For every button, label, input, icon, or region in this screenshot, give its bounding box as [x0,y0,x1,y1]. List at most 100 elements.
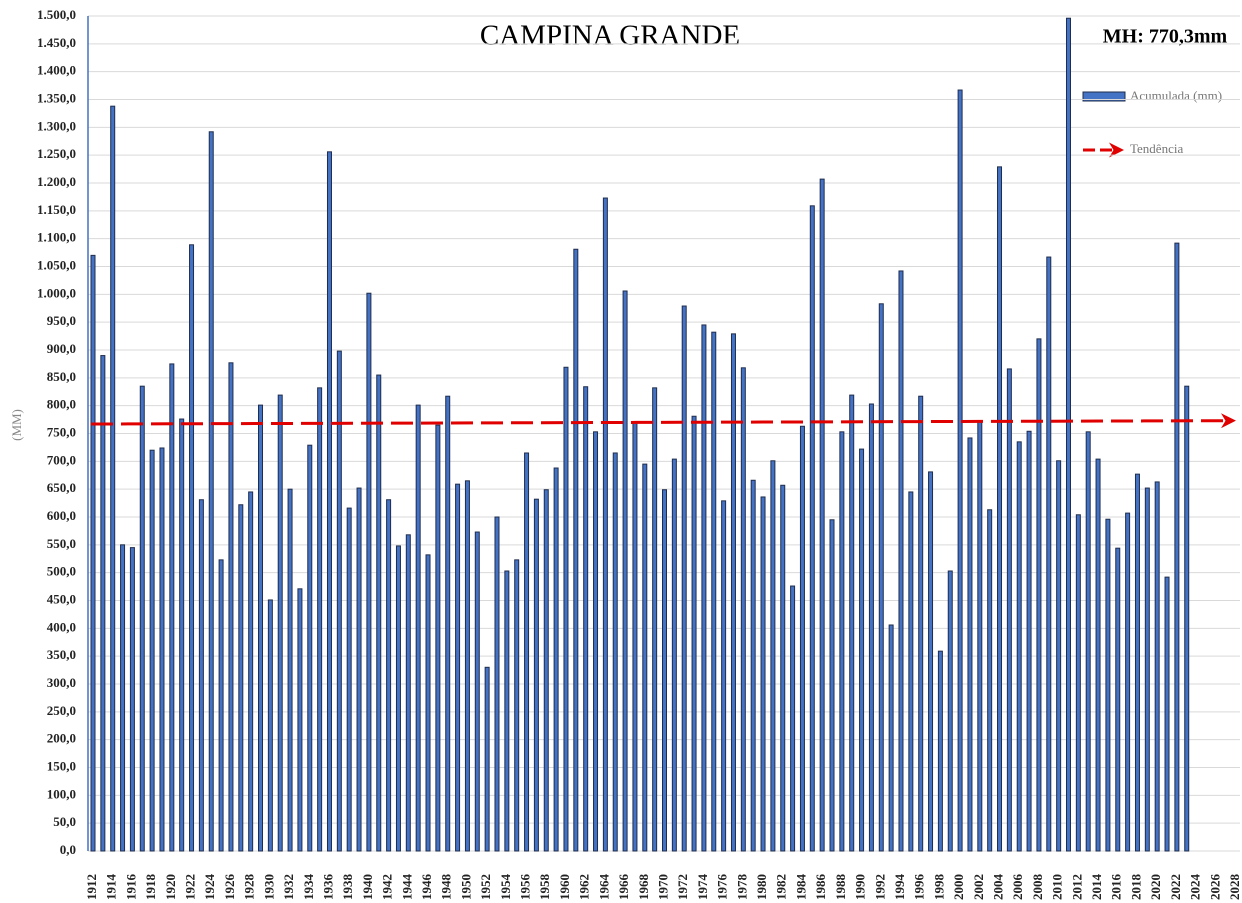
bar [258,404,264,852]
bar [947,570,953,852]
bar [711,331,717,852]
bar [1056,460,1062,852]
bar [553,467,559,852]
y-tick-label: 350,0 [47,647,76,662]
x-tick-label: 1950 [458,874,473,900]
bar [129,547,135,852]
x-tick-label: 2008 [1030,874,1045,901]
bar [730,333,736,852]
y-tick-label: 650,0 [47,480,76,495]
bar [514,559,520,852]
x-tick-label: 1936 [320,874,335,901]
bar [573,248,579,852]
bar [1154,481,1160,852]
x-tick-label: 1914 [104,874,119,901]
x-tick-label: 1960 [557,874,572,900]
bar [671,458,677,852]
chart-title: CAMPINA GRANDE [480,20,740,52]
bar [1046,256,1052,852]
y-tick-label: 700,0 [47,452,76,467]
bar [790,585,796,852]
y-tick-label: 550,0 [47,536,76,551]
x-tick-label: 2028 [1227,874,1242,901]
y-tick-label: 300,0 [47,675,76,690]
bar [1105,518,1111,852]
x-tick-label: 1954 [498,874,513,901]
x-tick-label: 2002 [971,874,986,900]
x-tick-label: 1966 [616,874,631,901]
bar [395,545,401,852]
bar [1144,487,1150,852]
bar [405,534,411,852]
x-tick-label: 1990 [853,874,868,900]
bar [189,244,195,852]
bar [967,437,973,852]
bar [464,480,470,852]
bar [829,519,835,852]
bar [504,570,510,852]
x-tick-label: 1946 [419,874,434,901]
bar [533,498,539,852]
x-tick-label: 1944 [399,874,414,901]
x-tick-label: 1986 [813,874,828,901]
y-tick-label: 1.150,0 [37,202,76,217]
bar [159,447,165,852]
y-tick-label: 500,0 [47,564,76,579]
x-tick-label: 1964 [596,874,611,901]
bar [1184,385,1190,852]
bar [750,479,756,852]
legend-label: Acumulada (mm) [1130,88,1222,103]
x-tick-label: 1940 [360,874,375,900]
x-tick-label: 2010 [1050,874,1065,900]
bar [908,491,914,852]
trend-line [90,413,1236,429]
y-tick-label: 200,0 [47,731,76,746]
y-tick-label: 1.400,0 [37,63,76,78]
x-tick-label: 1932 [281,874,296,900]
bar [90,254,96,852]
bar [287,488,293,852]
bar [602,197,608,852]
y-tick-label: 950,0 [47,313,76,328]
bar [799,425,805,852]
bar [642,463,648,852]
x-tick-label: 1988 [833,874,848,901]
y-tick-label: 0,0 [60,842,76,857]
bar [622,290,628,852]
bar [593,431,599,852]
bar [110,105,116,852]
bar [366,292,372,852]
x-tick-label: 2024 [1188,874,1203,901]
x-tick-label: 1996 [912,874,927,901]
x-tick-label: 1980 [754,874,769,900]
x-tick-label: 1970 [655,874,670,900]
bar [228,362,234,852]
x-tick-label: 1956 [518,874,533,901]
bar [336,350,342,852]
bar [238,504,244,852]
bar [1036,338,1042,852]
bar [543,489,549,852]
bar [652,387,658,852]
bar [218,559,224,852]
bar [681,305,687,852]
bar [376,374,382,852]
bar [898,270,904,852]
bar [317,387,323,852]
x-tick-label: 2026 [1207,874,1222,901]
x-tick-label: 1952 [478,874,493,900]
x-tick-label: 2022 [1168,874,1183,900]
bar [583,386,589,852]
bar [918,395,924,852]
x-tick-label: 1962 [577,874,592,900]
x-tick-label: 1958 [537,874,552,901]
x-tick-label: 1918 [143,874,158,901]
bar [415,404,421,852]
bar [1085,431,1091,852]
x-tick-label: 2000 [951,874,966,900]
y-tick-label: 1.250,0 [37,146,76,161]
bar [563,366,569,852]
bar [277,394,283,852]
bar [1164,576,1170,852]
bar [149,449,155,852]
